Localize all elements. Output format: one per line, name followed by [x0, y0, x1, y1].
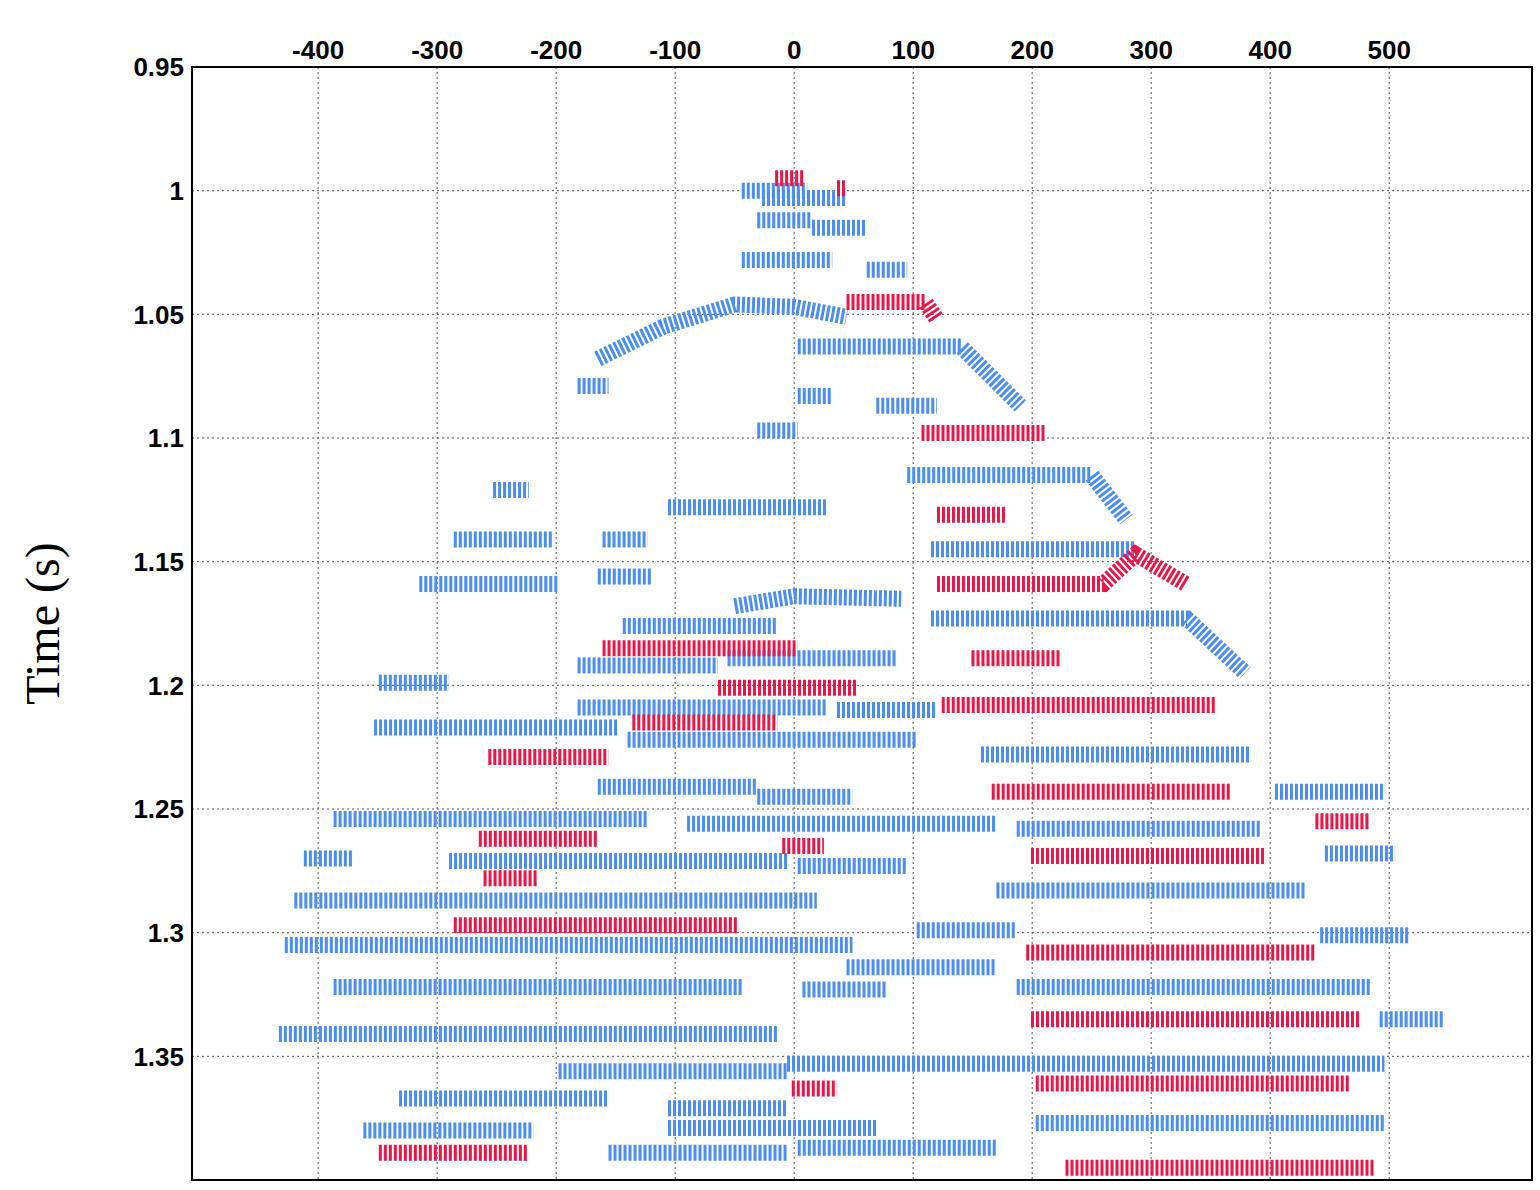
- svg-text:1.1: 1.1: [148, 423, 184, 453]
- svg-text:1.3: 1.3: [148, 918, 184, 948]
- svg-text:Time (s): Time (s): [16, 542, 70, 704]
- svg-text:1.35: 1.35: [133, 1042, 184, 1072]
- svg-text:-200: -200: [530, 35, 582, 65]
- svg-text:1.05: 1.05: [133, 300, 184, 330]
- svg-text:1.25: 1.25: [133, 794, 184, 824]
- svg-text:0: 0: [787, 35, 801, 65]
- svg-text:1.15: 1.15: [133, 547, 184, 577]
- svg-text:400: 400: [1248, 35, 1291, 65]
- svg-text:-400: -400: [292, 35, 344, 65]
- svg-text:200: 200: [1010, 35, 1053, 65]
- svg-text:0.95: 0.95: [133, 52, 184, 82]
- svg-text:300: 300: [1129, 35, 1172, 65]
- svg-text:500: 500: [1367, 35, 1410, 65]
- svg-text:100: 100: [891, 35, 934, 65]
- svg-text:1.2: 1.2: [148, 671, 184, 701]
- svg-text:1: 1: [170, 176, 184, 206]
- svg-text:-300: -300: [411, 35, 463, 65]
- svg-text:-100: -100: [649, 35, 701, 65]
